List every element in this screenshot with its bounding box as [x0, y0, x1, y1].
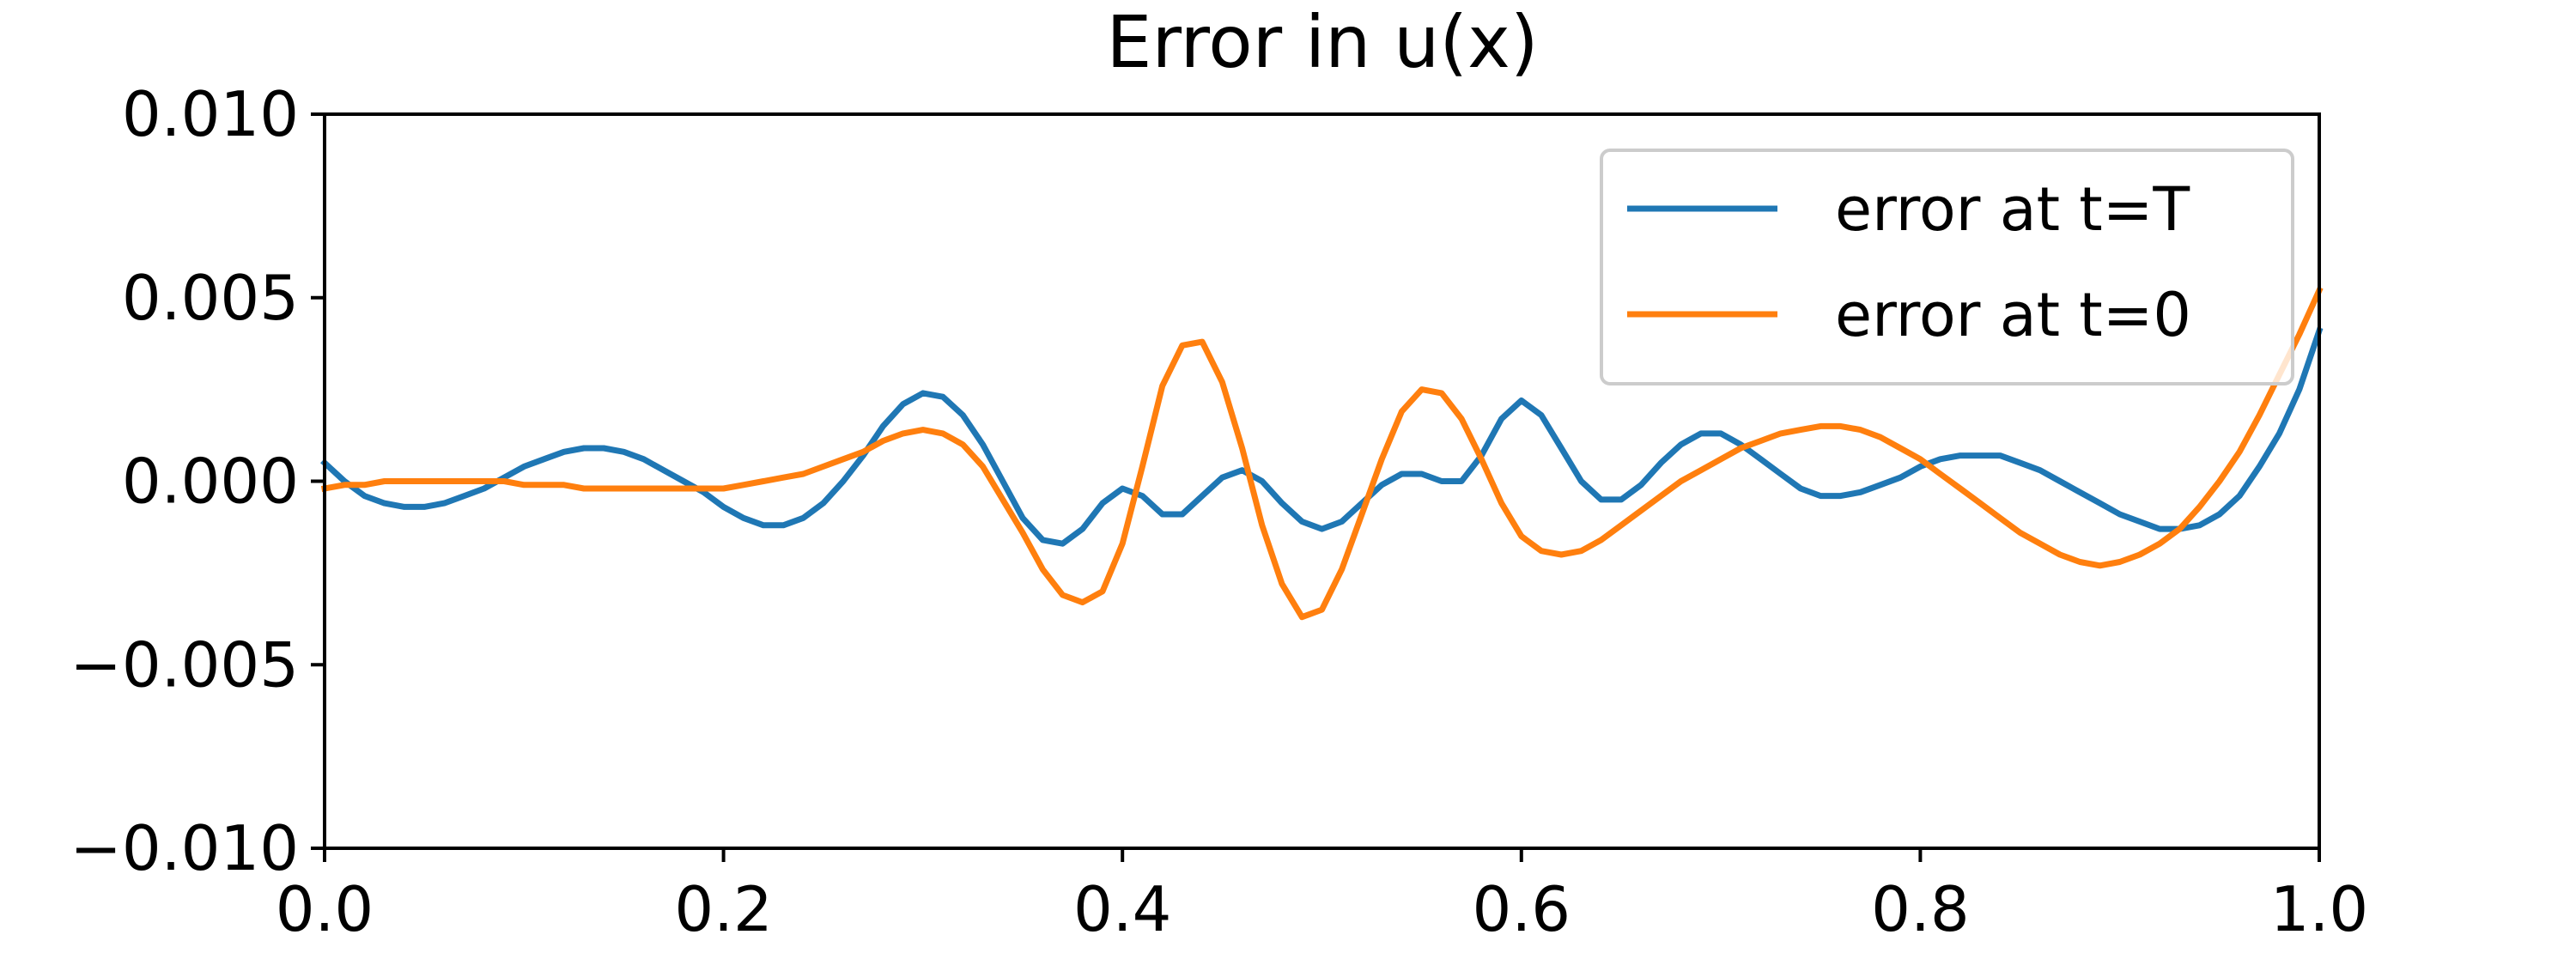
- legend-label: error at t=T: [1835, 174, 2190, 245]
- plot-frame: [323, 112, 2321, 850]
- series-line-error-t-0: [320, 286, 2324, 621]
- y-tick-label: 0.000: [122, 446, 299, 518]
- y-tick-label: −0.010: [70, 812, 299, 884]
- y-axis: 0.010 0.005 0.000 −0.005 −0.010: [70, 78, 325, 884]
- x-tick-label: 0.0: [276, 873, 374, 945]
- series-line-error-t-T: [320, 326, 2324, 547]
- y-tick-label: −0.005: [70, 628, 299, 701]
- chart-title: Error in u(x): [1106, 0, 1538, 84]
- legend-label: error at t=0: [1835, 280, 2191, 350]
- legend: error at t=T error at t=0: [1600, 149, 2294, 385]
- plot-area: [320, 286, 2324, 621]
- x-tick-label: 0.6: [1473, 873, 1571, 945]
- y-tick-label: 0.010: [122, 78, 299, 150]
- x-tick-label: 0.8: [1871, 873, 1970, 945]
- y-tick-label: 0.005: [122, 262, 299, 334]
- x-axis: 0.0 0.2 0.4 0.6 0.8 1.0: [276, 848, 2369, 945]
- x-tick-label: 0.2: [674, 873, 773, 945]
- x-tick-label: 0.4: [1073, 873, 1172, 945]
- x-tick-label: 1.0: [2270, 873, 2369, 945]
